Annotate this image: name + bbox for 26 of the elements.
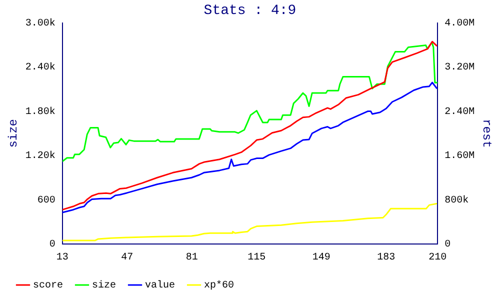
y2-tick-label: 0 — [444, 240, 451, 251]
legend-label: size — [92, 280, 116, 292]
x-tick-label: 183 — [377, 252, 396, 264]
y-tick-label: 3.00k — [25, 17, 56, 30]
legend-label: score — [33, 280, 64, 292]
y2-tick-label: 2.40M — [444, 106, 475, 118]
y2-tick-label: 800k — [444, 194, 469, 206]
legend-label: xp*60 — [204, 280, 234, 292]
legend-label: value — [145, 280, 176, 292]
x-tick-label: 81 — [186, 252, 198, 264]
y-tick-label: 1.80k — [25, 106, 56, 118]
y2-tick-label: 3.20M — [444, 62, 475, 74]
y-tick-label: 600 — [37, 195, 56, 206]
y2-tick-label: 4.00M — [444, 18, 475, 30]
x-tick-label: 210 — [428, 252, 447, 264]
x-tick-label: 149 — [312, 252, 330, 264]
x-tick-label: 115 — [248, 252, 266, 264]
x-tick-label: 47 — [121, 252, 134, 264]
y-axis-title: size — [6, 118, 20, 148]
y2-axis-title: rest — [480, 118, 494, 148]
y2-tick-label: 1.60M — [444, 151, 475, 162]
y-tick-label: 0 — [49, 240, 56, 251]
chart-title: Stats : 4:9 — [204, 3, 296, 20]
y-tick-label: 1.20k — [25, 150, 56, 162]
x-tick-label: 13 — [56, 252, 68, 264]
y-tick-label: 2.40k — [25, 62, 56, 74]
